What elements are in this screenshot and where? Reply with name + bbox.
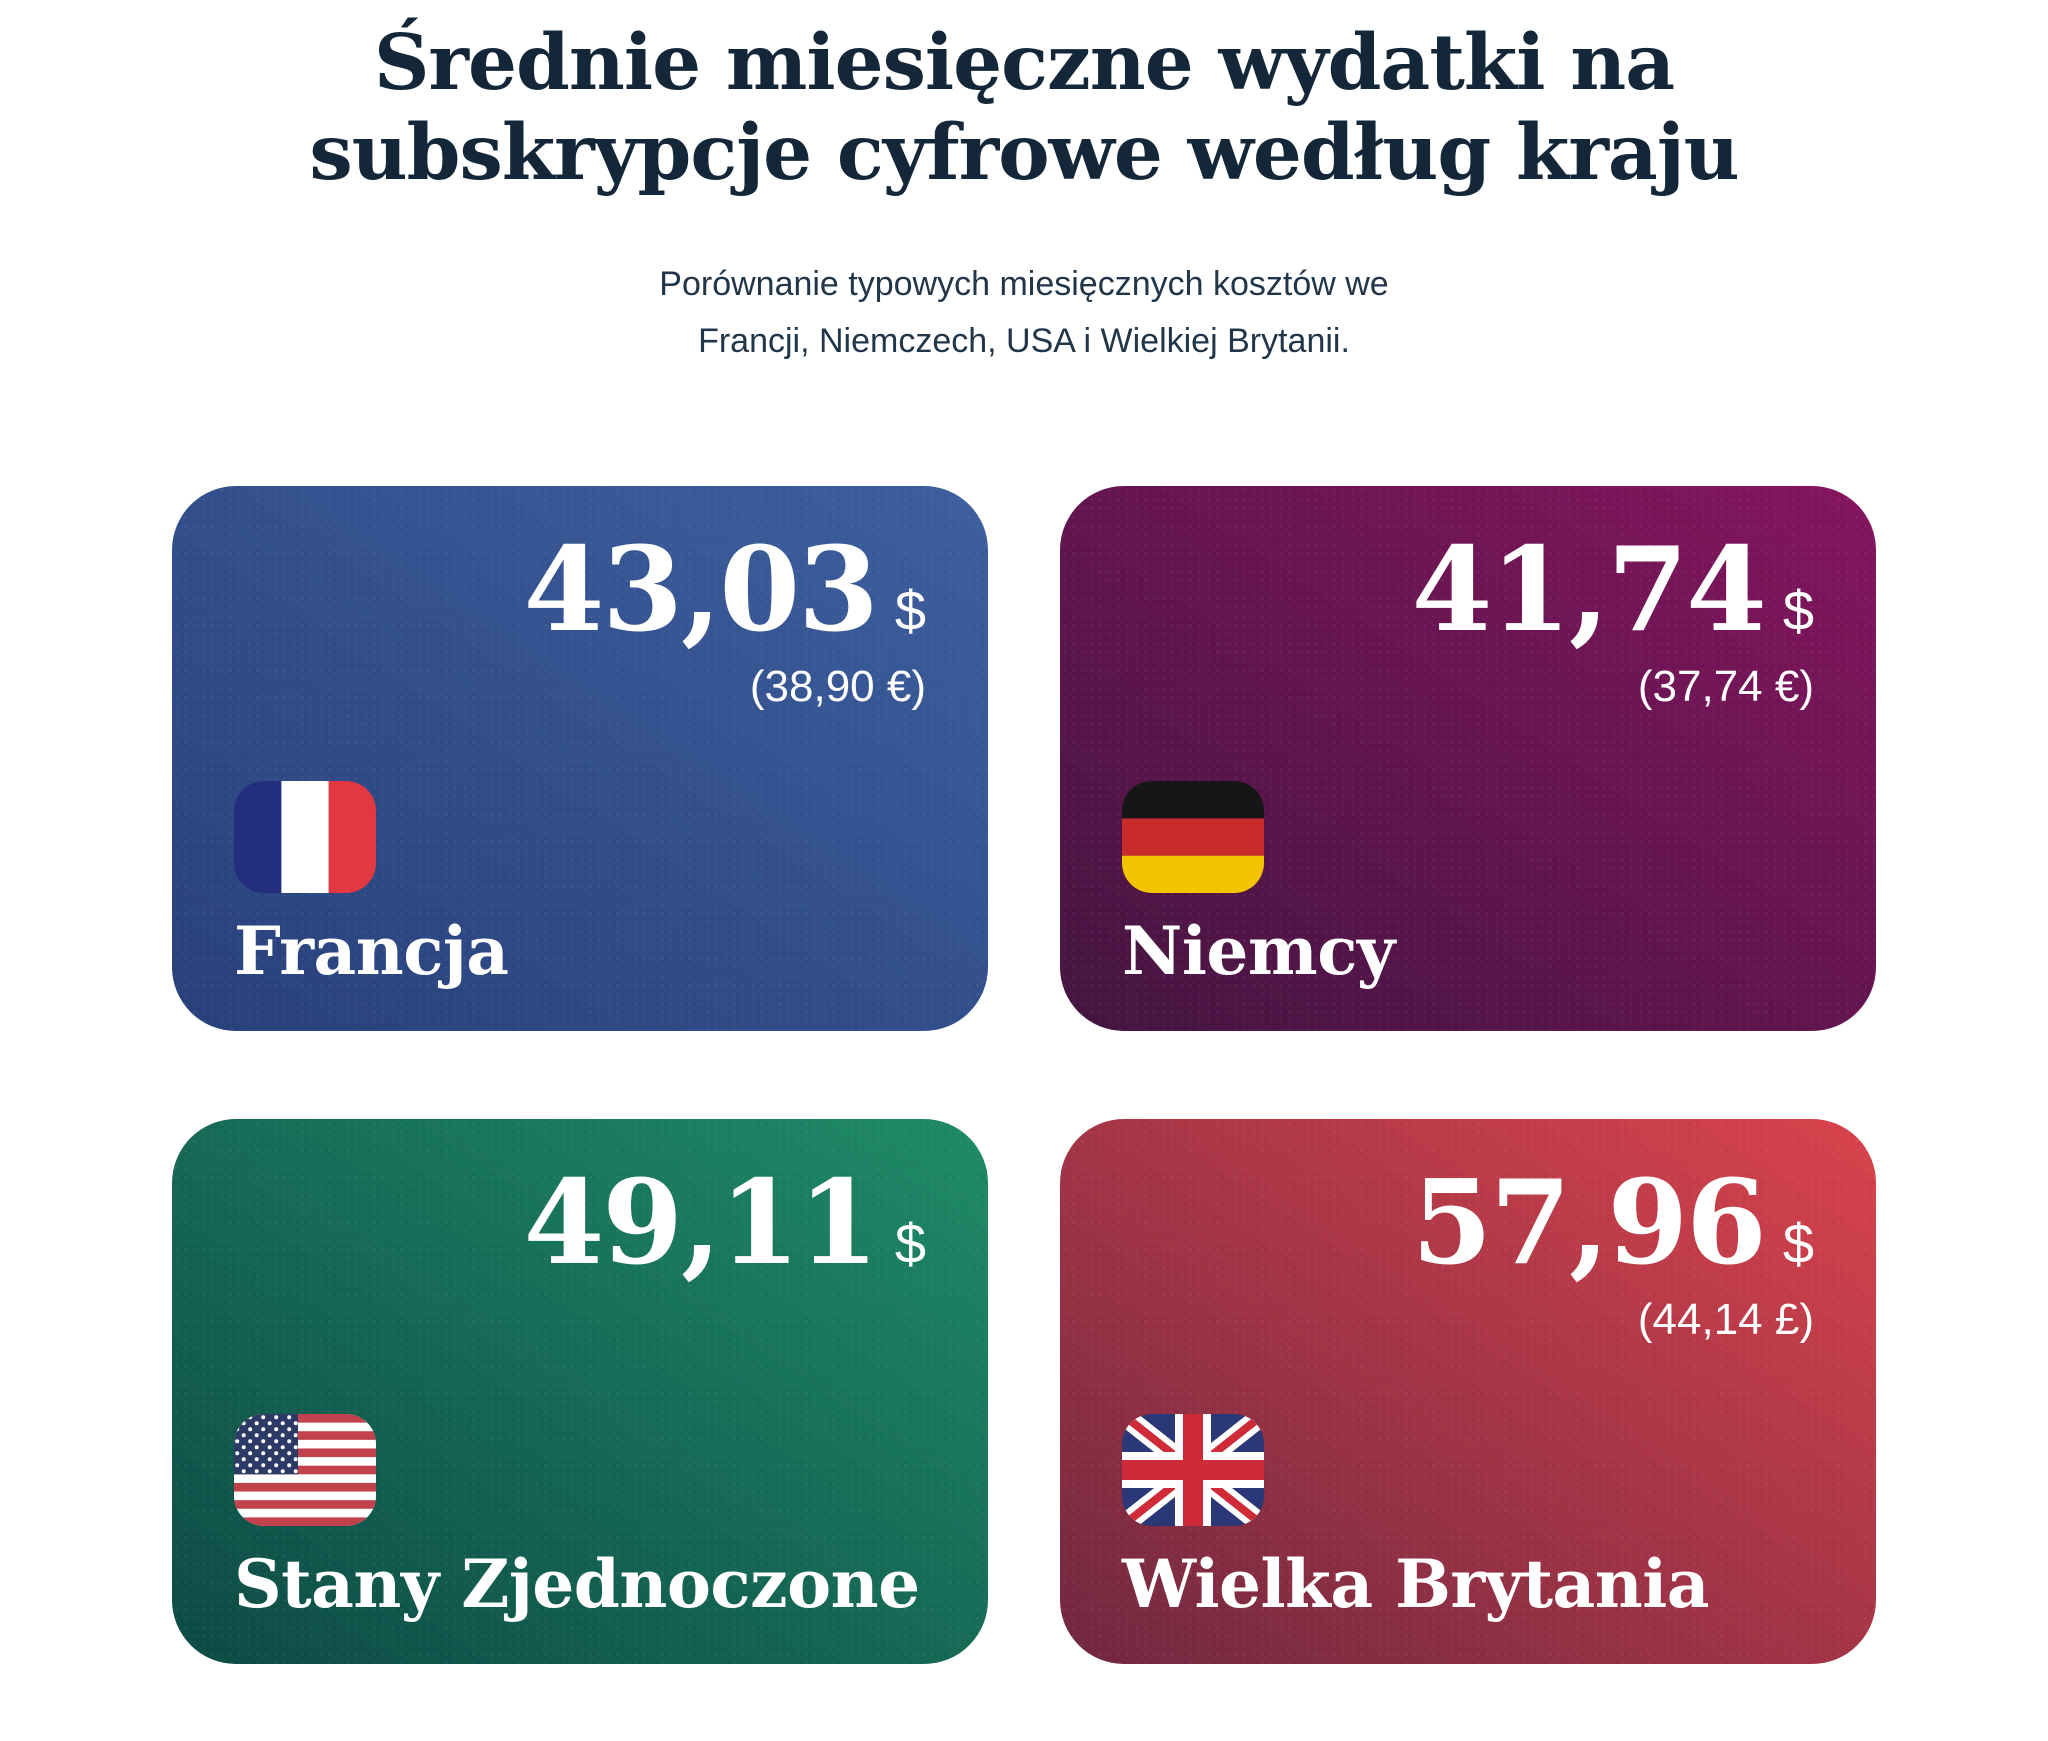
- country-label: Wielka Brytania: [1122, 1544, 1710, 1623]
- uk-flag-icon: [1122, 1413, 1264, 1526]
- germany-flag-icon: [1122, 780, 1264, 893]
- price-block-france: 43,03 $ (38,90 €): [234, 532, 926, 714]
- country-label: Stany Zjednoczone: [234, 1544, 920, 1623]
- price-block-germany: 41,74 $ (37,74 €): [1122, 532, 1814, 714]
- country-label: Niemcy: [1122, 911, 1395, 990]
- converted-amount: (38,90 €): [749, 662, 926, 712]
- amount-row: 57,96 $: [1122, 1165, 1814, 1281]
- france-flag-icon: [234, 780, 376, 893]
- price-block-uk: 57,96 $ (44,14 £): [1122, 1165, 1814, 1347]
- page-subtitle-line-2: Francji, Niemczech, USA i Wielkiej Bryta…: [698, 322, 1350, 361]
- card-usa: 49,11 $: [172, 1119, 988, 1665]
- dollar-symbol: $: [894, 579, 926, 643]
- price-block-usa: 49,11 $: [234, 1165, 926, 1347]
- converted-amount: [234, 1295, 926, 1347]
- page-title-line-2: subskrypcje cyfrowe według kraju: [309, 108, 1739, 199]
- usa-flag-icon: [234, 1413, 376, 1526]
- amount-row: 41,74 $: [1122, 532, 1814, 648]
- converted-amount: (44,14 £): [1637, 1295, 1814, 1345]
- header: Średnie miesięczne wydatki na subskrypcj…: [0, 18, 2048, 370]
- amount-usd: 49,11: [523, 1155, 879, 1292]
- amount-usd: 57,96: [1411, 1155, 1767, 1292]
- page-subtitle: Porównanie typowych miesięcznych kosztów…: [0, 256, 2048, 370]
- country-label: Francja: [234, 911, 509, 990]
- card-germany: 41,74 $ (37,74 €) Niemcy: [1060, 486, 1876, 1032]
- page-title-line-1: Średnie miesięczne wydatki na: [373, 18, 1675, 108]
- card-footer-usa: Stany Zjednoczone: [234, 1413, 926, 1623]
- page-title: Średnie miesięczne wydatki na subskrypcj…: [0, 18, 2048, 198]
- card-france: 43,03 $ (38,90 €) Francja: [172, 486, 988, 1032]
- card-footer-france: Francja: [234, 780, 926, 990]
- country-cards-grid: 43,03 $ (38,90 €) Francja: [172, 486, 1876, 1665]
- card-footer-uk: Wielka Brytania: [1122, 1413, 1814, 1623]
- dollar-symbol: $: [1782, 579, 1814, 643]
- amount-row: 43,03 $: [234, 532, 926, 648]
- dollar-symbol: $: [1782, 1212, 1814, 1276]
- amount-usd: 41,74: [1411, 522, 1767, 659]
- amount-usd: 43,03: [523, 522, 879, 659]
- page-subtitle-line-1: Porównanie typowych miesięcznych kosztów…: [659, 265, 1389, 304]
- card-uk: 57,96 $ (44,14 £): [1060, 1119, 1876, 1665]
- card-footer-germany: Niemcy: [1122, 780, 1814, 990]
- amount-row: 49,11 $: [234, 1165, 926, 1281]
- dollar-symbol: $: [894, 1212, 926, 1276]
- converted-amount: (37,74 €): [1637, 662, 1814, 712]
